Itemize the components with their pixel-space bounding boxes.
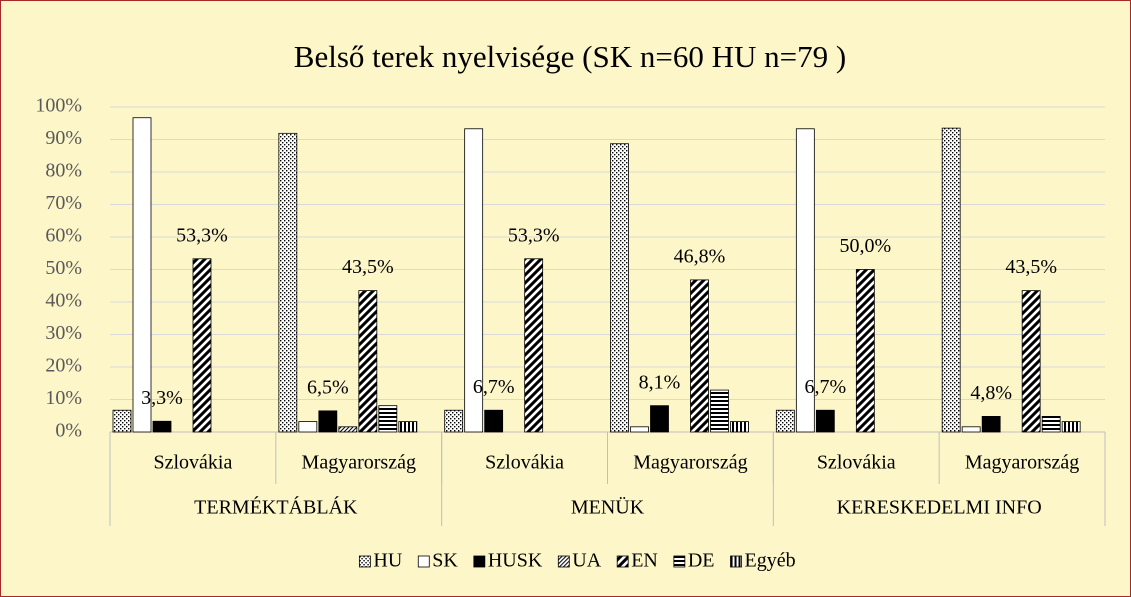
bar	[730, 421, 749, 433]
data-label: 50,0%	[839, 235, 891, 257]
bar	[464, 128, 484, 433]
bar	[610, 143, 629, 433]
y-tick-label: 30%	[45, 322, 82, 344]
bar	[941, 127, 961, 433]
x-tick-label: Magyarország	[633, 452, 747, 474]
bar	[278, 132, 298, 433]
y-tick-label: 50%	[45, 257, 82, 279]
bar	[318, 410, 338, 433]
bar	[524, 258, 544, 433]
bar	[378, 405, 398, 433]
group-label: KERESKEDELMI INFO	[837, 497, 1042, 519]
legend-swatch	[358, 555, 371, 568]
legend-label: HUSK	[488, 550, 543, 572]
legend-swatch	[557, 555, 570, 568]
data-label: 53,3%	[176, 224, 228, 246]
data-label: 6,7%	[804, 376, 846, 398]
y-tick-label: 40%	[45, 290, 82, 312]
legend-label: Egyéb	[745, 550, 796, 572]
bar	[1021, 290, 1041, 433]
bar	[398, 421, 418, 433]
data-label: 8,1%	[639, 371, 681, 393]
data-label: 6,7%	[473, 376, 515, 398]
bar	[152, 420, 172, 433]
legend-label: DE	[688, 550, 715, 572]
bar	[1041, 415, 1061, 433]
bar	[112, 409, 132, 433]
bar	[815, 409, 835, 433]
group-label: MENÜK	[571, 496, 645, 519]
bar	[132, 117, 152, 433]
bar	[338, 426, 358, 433]
y-tick-label: 80%	[45, 160, 82, 182]
bar	[630, 426, 649, 433]
y-tick-label: 0%	[55, 420, 82, 442]
data-label: 53,3%	[508, 224, 560, 246]
x-tick-label: Magyarország	[302, 452, 416, 474]
legend-item: DE	[673, 550, 715, 572]
legend-item: UA	[557, 550, 602, 572]
legend-item: HU	[358, 550, 403, 572]
legend-label: SK	[432, 550, 458, 572]
legend-swatch	[673, 555, 686, 568]
x-tick-label: Szlovákia	[817, 452, 896, 474]
bar	[298, 421, 318, 433]
x-tick-label: Magyarország	[965, 452, 1079, 474]
bar	[444, 409, 464, 433]
legend-item: SK	[417, 550, 458, 572]
bar	[358, 290, 378, 433]
x-tick-label: Szlovákia	[153, 452, 232, 474]
legend-swatch	[730, 555, 742, 568]
legend-item: EN	[616, 550, 658, 572]
bar	[855, 269, 875, 433]
legend-label: HU	[373, 550, 402, 572]
data-label: 4,8%	[970, 382, 1012, 404]
data-label: 43,5%	[1005, 256, 1057, 278]
y-tick-label: 70%	[45, 192, 82, 214]
data-label: 46,8%	[674, 245, 726, 267]
legend-label: EN	[631, 550, 658, 572]
legend-item: Egyéb	[730, 550, 796, 572]
legend-swatch	[473, 555, 486, 568]
data-label: 3,3%	[141, 387, 183, 409]
y-tick-label: 90%	[45, 127, 82, 149]
bar	[775, 409, 795, 433]
y-tick-label: 10%	[45, 387, 82, 409]
y-tick-label: 60%	[45, 225, 82, 247]
bar	[961, 426, 981, 433]
x-tick-label: Szlovákia	[485, 452, 564, 474]
y-tick-label: 100%	[35, 95, 82, 117]
bar	[690, 279, 709, 433]
bar	[981, 415, 1001, 433]
data-label: 43,5%	[342, 256, 394, 278]
legend-label: UA	[572, 550, 601, 572]
bar	[795, 128, 815, 433]
group-label: TERMÉKTÁBLÁK	[194, 496, 358, 519]
bar	[484, 409, 504, 433]
legend-swatch	[417, 555, 430, 568]
legend-item: HUSK	[473, 550, 543, 572]
data-label: 6,5%	[307, 376, 349, 398]
y-tick-label: 20%	[45, 355, 82, 377]
bar	[710, 389, 729, 433]
chart-title: Belső terek nyelvisége (SK n=60 HU n=79 …	[294, 39, 846, 74]
bar	[1061, 421, 1081, 433]
legend-swatch	[616, 555, 629, 568]
bar	[650, 405, 669, 433]
bar	[192, 258, 212, 433]
